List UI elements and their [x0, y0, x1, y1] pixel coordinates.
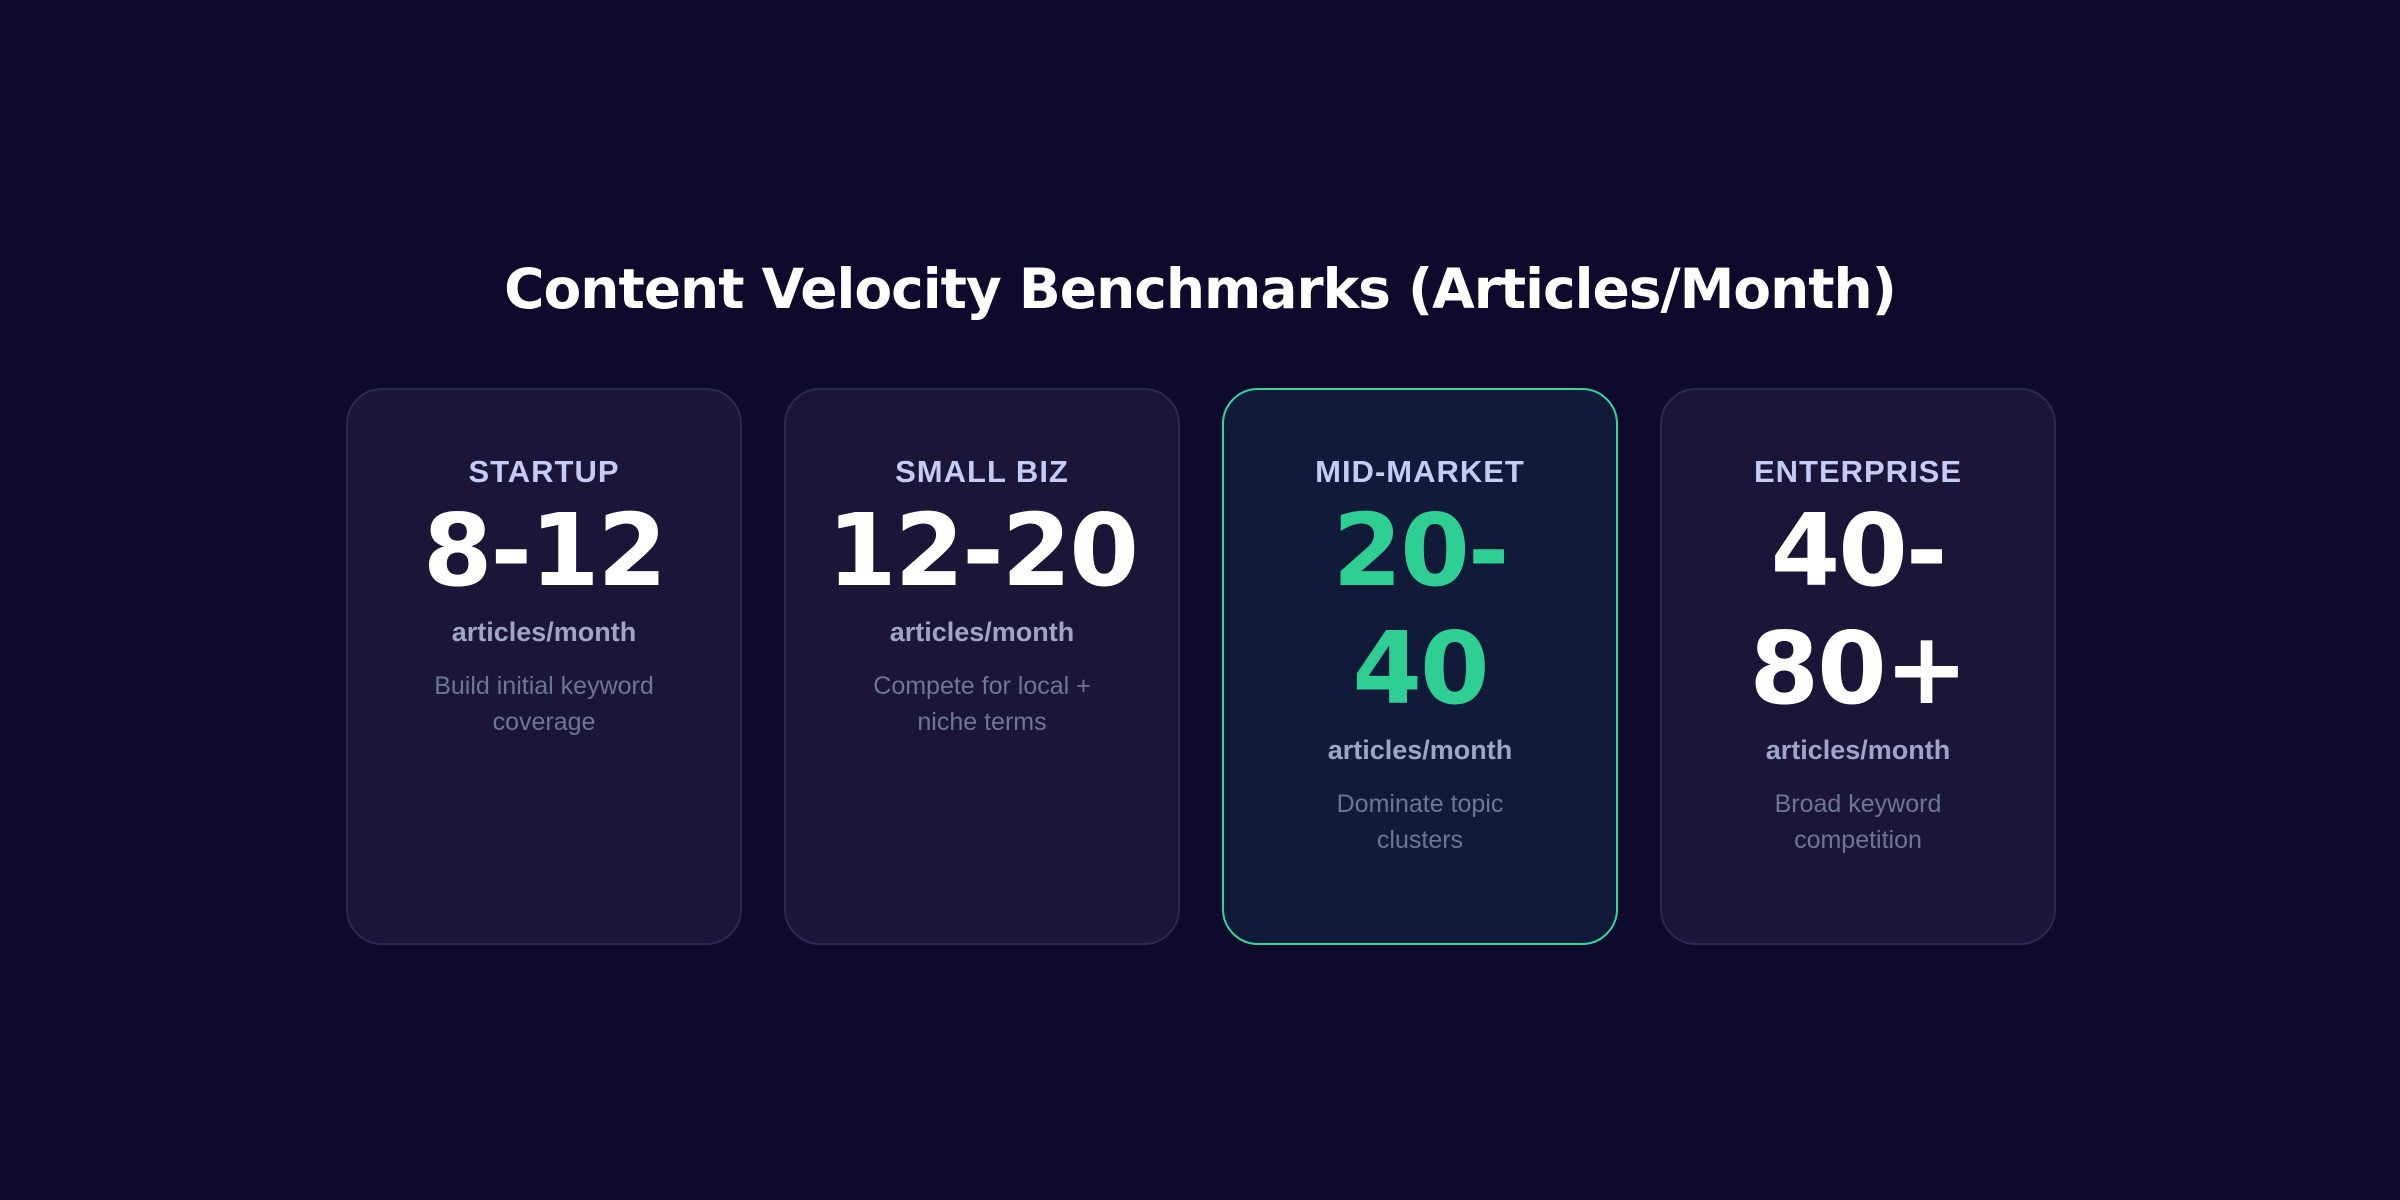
card-description: Build initial keyword coverage: [434, 672, 654, 736]
card-tier-label: MID-MARKET: [1315, 454, 1525, 489]
card-range-value: 8-12: [422, 492, 667, 609]
benchmark-card-small-biz: SMALL BIZ 12-20 articles/month Compete f…: [784, 388, 1180, 945]
card-range-value: 20-40: [1332, 492, 1510, 727]
card-tier-label: ENTERPRISE: [1753, 454, 1963, 489]
benchmark-card-startup: STARTUP 8-12 articles/month Build initia…: [346, 388, 742, 945]
card-description: Dominate topic clusters: [1336, 790, 1504, 854]
card-unit-label: articles/month: [451, 617, 637, 647]
card-range-value: 12-20: [827, 492, 1139, 609]
benchmark-card-enterprise: ENTERPRISE 40-80+ articles/month Broad k…: [1660, 388, 2056, 945]
benchmark-card-mid-market: MID-MARKET 20-40 articles/month Dominate…: [1222, 388, 1618, 945]
card-unit-label: articles/month: [1327, 735, 1513, 765]
card-unit-label: articles/month: [1765, 735, 1951, 765]
card-unit-label: articles/month: [889, 617, 1075, 647]
card-description: Broad keyword competition: [1774, 790, 1942, 854]
page-title: Content Velocity Benchmarks (Articles/Mo…: [504, 257, 1897, 321]
benchmark-cards: STARTUP 8-12 articles/month Build initia…: [346, 388, 2056, 945]
card-tier-label: STARTUP: [468, 454, 620, 489]
card-tier-label: SMALL BIZ: [895, 454, 1069, 489]
card-description: Compete for local + niche terms: [873, 672, 1091, 736]
card-range-value: 40-80+: [1749, 492, 1969, 727]
